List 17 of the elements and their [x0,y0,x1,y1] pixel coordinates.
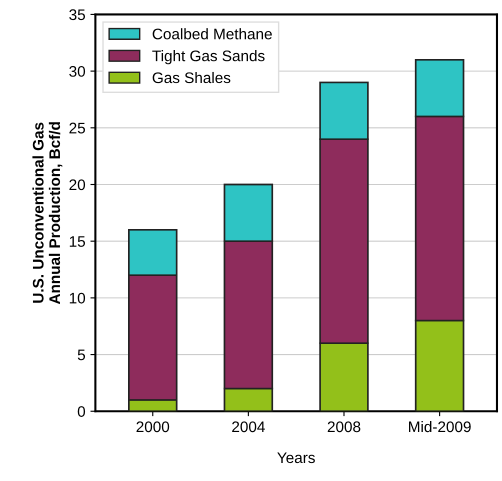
y-tick-label: 10 [70,292,86,304]
y-tick-label: 15 [70,236,86,247]
y-axis-title: U.S. Unconventional Gas Annual Production, Bcf/d [32,122,62,304]
x-tick-label: 2004 [232,421,265,432]
y-tick-label: 30 [69,66,86,77]
legend-label: Gas Shales [152,72,230,84]
y-tick-label: 5 [78,350,86,360]
y-tick-label: 0 [78,406,86,417]
legend-label: Tight Gas Sands [152,50,265,64]
x-axis-title: Years [277,452,315,464]
y-tick-label: 20 [69,179,86,190]
y-tick-label: 35 [69,9,86,20]
x-tick-label: 2000 [136,421,170,432]
x-tick-label: 2008 [328,421,360,432]
legend-label: Coalbed Methane [152,28,272,40]
y-tick-label: 25 [69,122,86,134]
x-tick-label: Mid-2009 [409,420,471,432]
